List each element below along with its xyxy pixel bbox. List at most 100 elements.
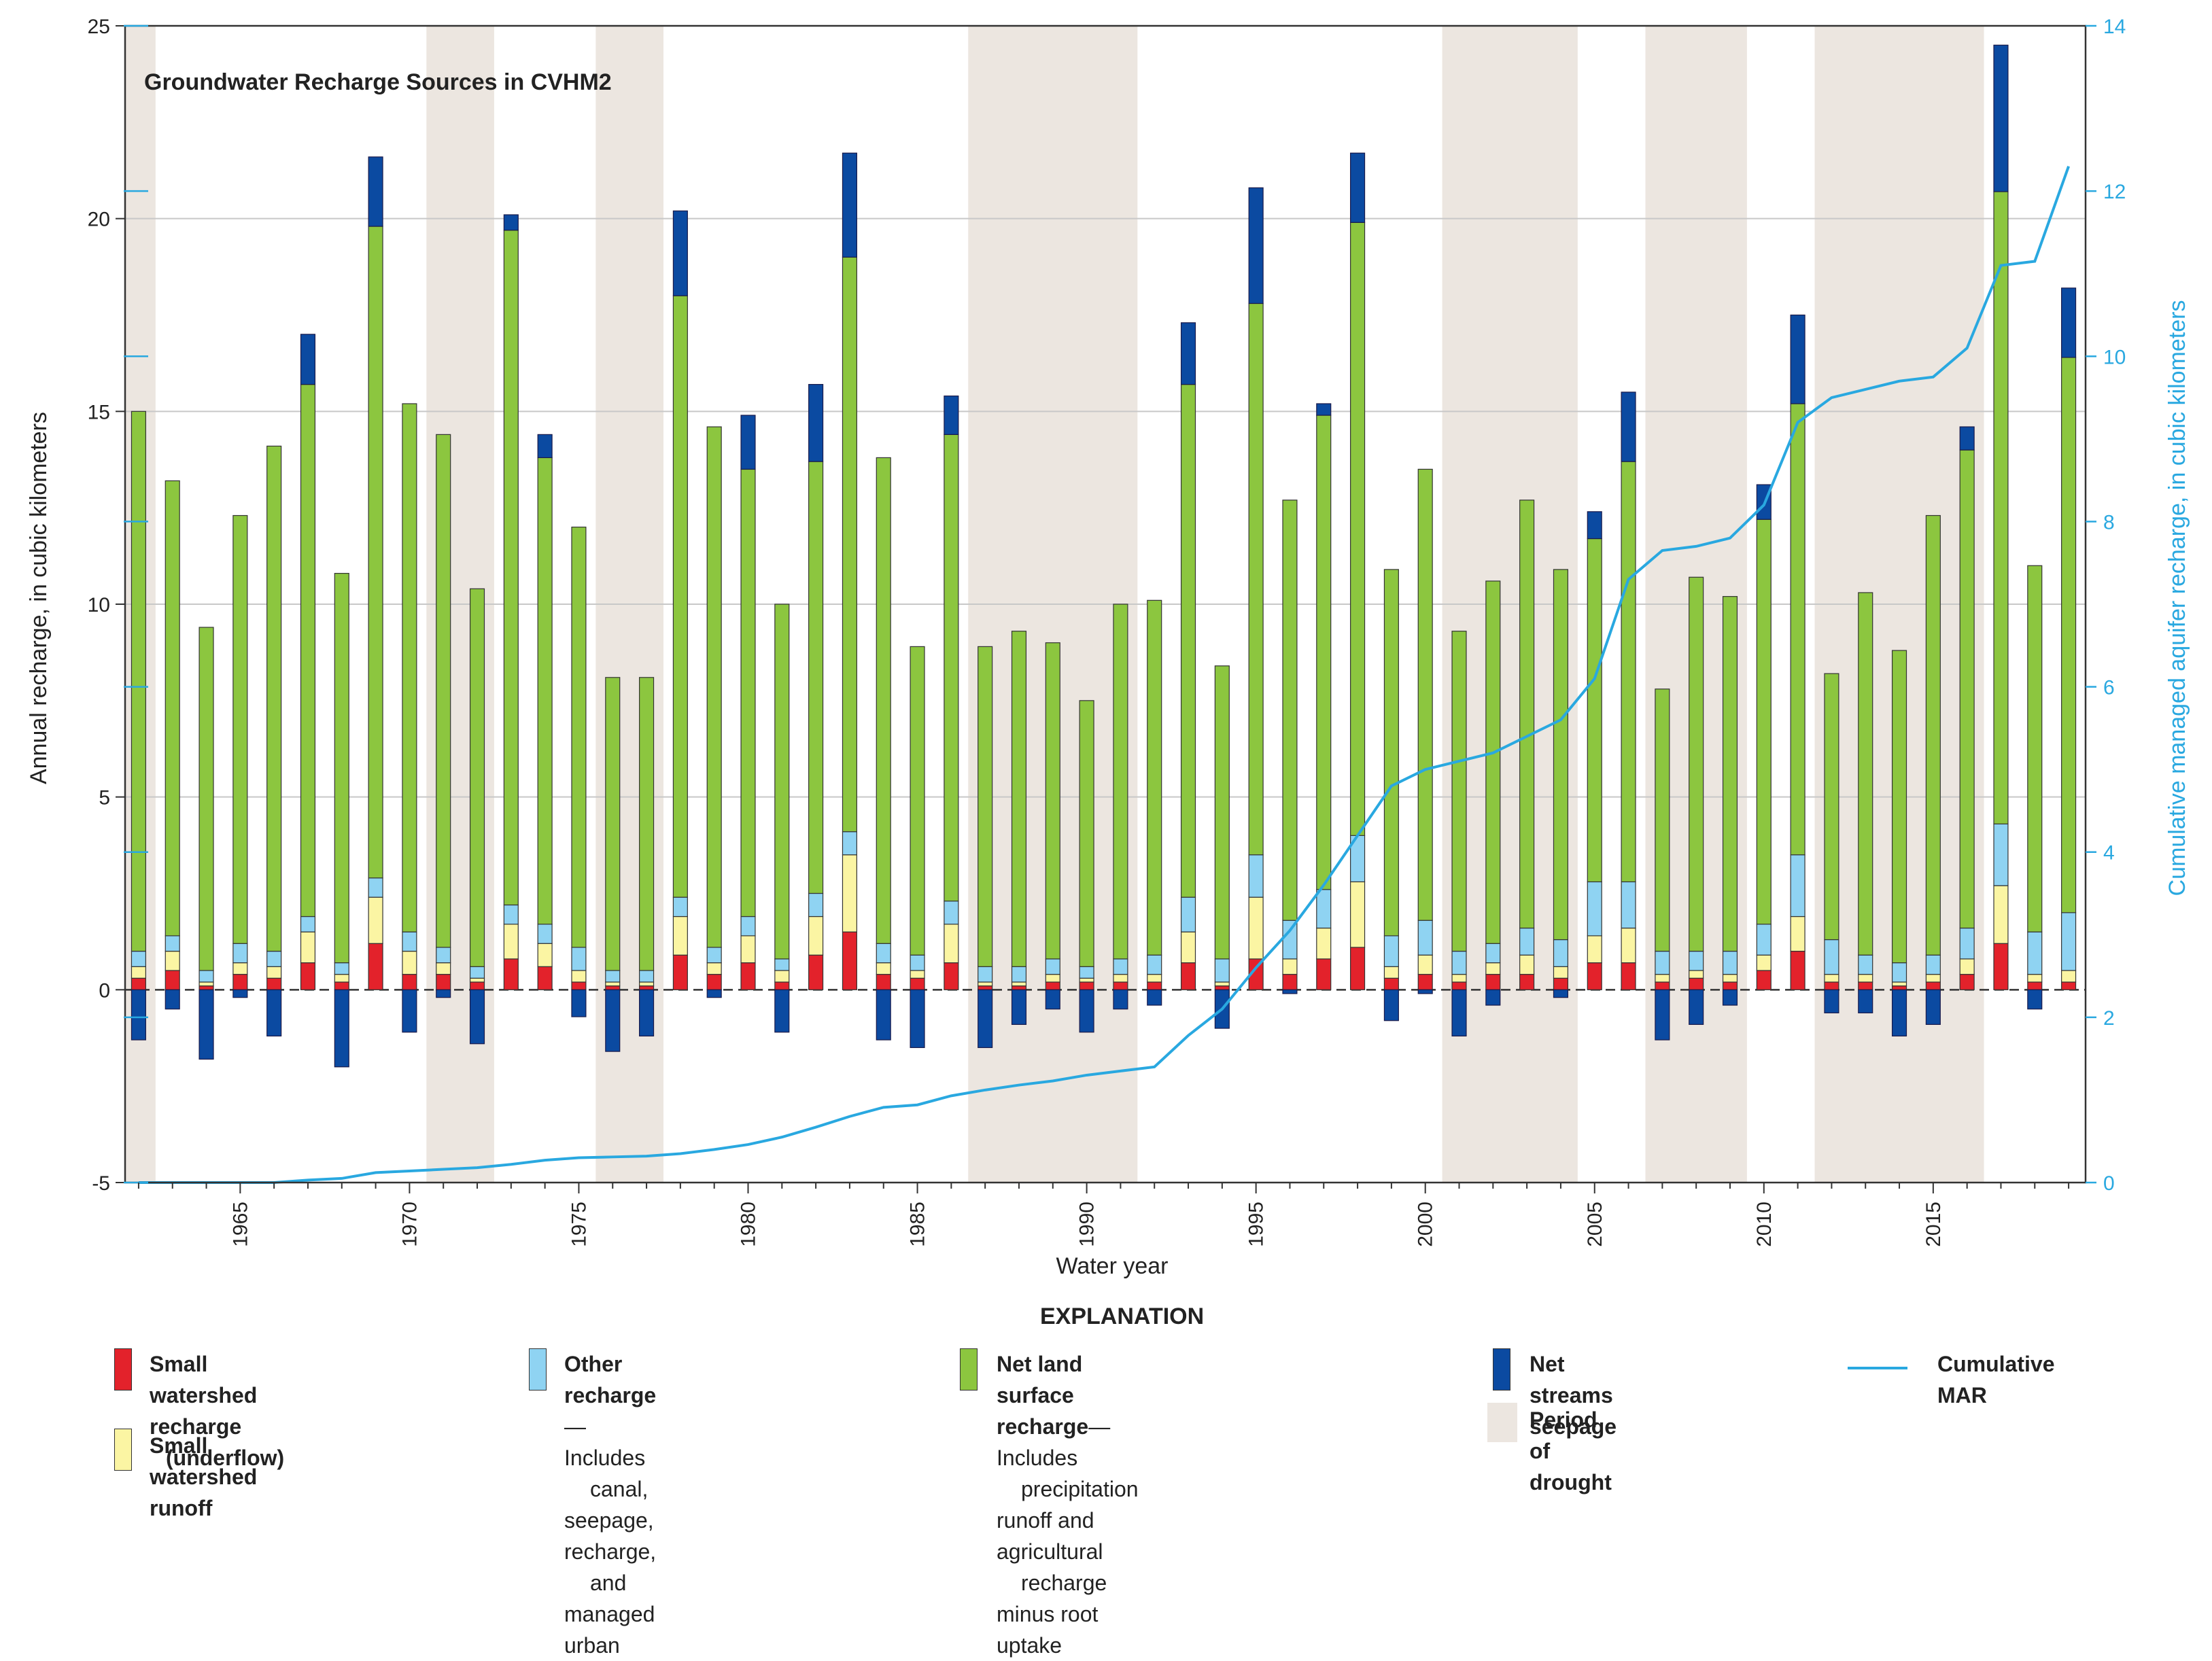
bar-1991-s0: [1113, 981, 1128, 990]
bar-2002-streams: [1485, 989, 1501, 1006]
bar-1976-s3: [605, 677, 621, 971]
bar-1982-s2: [808, 892, 824, 917]
bar-1983-s2: [842, 831, 857, 856]
bar-1972-streams: [469, 989, 485, 1045]
bar-1989-streams: [1045, 989, 1060, 1010]
bar-1997-s1: [1316, 927, 1332, 960]
bar-1978-streams: [672, 210, 688, 296]
bar-1975-s0: [571, 981, 587, 990]
bar-1975-s2: [571, 947, 587, 971]
bar-1986-s3: [944, 434, 959, 902]
bar-1977-s2: [639, 970, 655, 983]
bar-1983-s3: [842, 256, 857, 833]
bar-2013-s1: [1858, 974, 1873, 983]
bar-1987-s0: [978, 985, 993, 990]
bar-1979-s0: [706, 974, 722, 990]
x-tick-label: 2015: [1922, 1202, 1945, 1247]
bar-2018-s2: [2027, 931, 2043, 975]
bar-1991-s3: [1113, 604, 1128, 960]
bar-1975-s1: [571, 970, 587, 983]
bar-1981-s1: [774, 970, 790, 983]
bar-1965-streams: [232, 989, 248, 998]
bar-1979-streams: [706, 989, 722, 998]
bar-1986-s1: [944, 924, 959, 964]
bar-2008-s3: [1689, 576, 1704, 952]
bar-1976-streams: [605, 989, 621, 1052]
bar-2011-s0: [1790, 950, 1805, 990]
bar-1982-s3: [808, 461, 824, 894]
bar-2001-s2: [1451, 950, 1467, 975]
bar-2006-s3: [1621, 461, 1636, 883]
bar-1968-s0: [334, 981, 349, 990]
bar-2005-s3: [1587, 538, 1602, 883]
x-tick-label: 1980: [738, 1202, 760, 1247]
bar-2015-s0: [1925, 981, 1941, 990]
bar-1964-s1: [198, 981, 214, 987]
right-tick-label: 8: [2103, 511, 2115, 534]
left-tick-label: 5: [99, 787, 110, 809]
bar-1981-streams: [774, 989, 790, 1033]
bar-1974-streams: [537, 434, 553, 459]
left-tick-label: 15: [88, 401, 110, 423]
bar-1975-s3: [571, 526, 587, 948]
bar-1988-s1: [1011, 981, 1027, 987]
bar-1989-s2: [1045, 958, 1060, 975]
bar-2013-s0: [1858, 981, 1873, 990]
bar-2014-s2: [1891, 962, 1907, 983]
bar-2001-s0: [1451, 981, 1467, 990]
bar-1969-s1: [368, 896, 383, 944]
bar-1963-streams: [165, 989, 180, 1010]
bar-2015-s2: [1925, 954, 1941, 975]
x-tick-label: 1990: [1076, 1202, 1099, 1247]
legend-item-land: Net land surface recharge—Includes preci…: [997, 1348, 1139, 1661]
bar-1970-streams: [402, 989, 417, 1033]
bar-1976-s0: [605, 985, 621, 990]
bar-1985-s2: [910, 954, 925, 971]
bar-1988-s0: [1011, 985, 1027, 990]
bar-2007-streams: [1655, 989, 1670, 1041]
bar-1996-s3: [1282, 500, 1298, 921]
bar-1995-streams: [1248, 187, 1264, 304]
bar-1990-s1: [1079, 977, 1094, 983]
bar-1998-streams: [1350, 152, 1366, 223]
bar-1981-s3: [774, 604, 790, 960]
bar-1962-s2: [131, 950, 146, 967]
bar-1996-streams: [1282, 989, 1298, 994]
bar-2019-s1: [2061, 970, 2077, 983]
bar-1964-streams: [198, 989, 214, 1060]
bar-1969-streams: [368, 156, 383, 227]
bar-2017-s1: [1993, 885, 2009, 944]
bar-1966-s0: [266, 977, 282, 990]
bar-1970-s0: [402, 974, 417, 990]
bar-1991-s1: [1113, 974, 1128, 983]
bar-2005-s1: [1587, 935, 1602, 964]
bar-2002-s3: [1485, 580, 1501, 944]
bar-1992-s0: [1147, 981, 1162, 990]
right-tick-label: 12: [2103, 181, 2126, 203]
legend-item-underflow: Small watershed recharge (underflow): [150, 1348, 284, 1473]
bar-1977-streams: [639, 989, 655, 1037]
axes: -5 0 5 10 15 20 25 0 2 4 6 8 10 12 14 1965 1970 1975 1980 1…: [88, 16, 2126, 1247]
bar-1985-s3: [910, 646, 925, 956]
bar-2018-s1: [2027, 974, 2043, 983]
bar-2000-s3: [1417, 468, 1433, 921]
bar-1986-s0: [944, 962, 959, 990]
bar-1991-streams: [1113, 989, 1128, 1010]
legend-item-line: Cumulative MAR: [1937, 1348, 2054, 1411]
bar-1962-s0: [131, 977, 146, 990]
bar-1982-s0: [808, 954, 824, 990]
legend-swatch-land: [960, 1348, 978, 1391]
bar-2013-s3: [1858, 592, 1873, 956]
bar-1988-s2: [1011, 966, 1027, 983]
bar-1978-s3: [672, 295, 688, 898]
bar-1972-s2: [469, 966, 485, 979]
bar-1987-s2: [978, 966, 993, 983]
bar-1979-s1: [706, 962, 722, 975]
bar-1969-s2: [368, 877, 383, 898]
bar-1978-s1: [672, 915, 688, 956]
bar-1993-streams: [1180, 322, 1196, 385]
bar-2000-s1: [1417, 954, 1433, 975]
bar-1999-s3: [1383, 569, 1399, 937]
bar-1964-s3: [198, 627, 214, 971]
legend-swatch-drought: [1487, 1403, 1517, 1442]
